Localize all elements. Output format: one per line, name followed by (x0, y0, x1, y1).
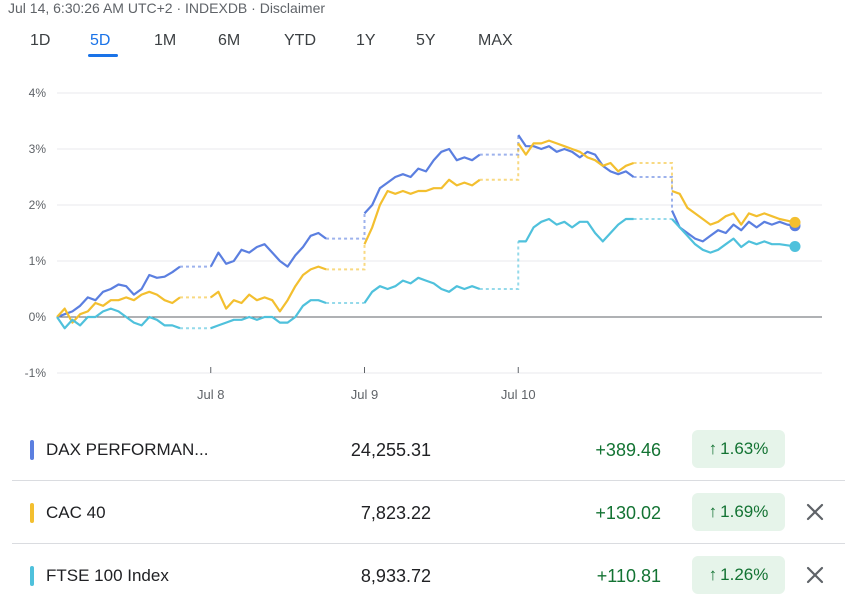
index-row[interactable]: CAC 40 7,823.22 +130.02 ↑ 1.69% (12, 481, 845, 544)
series-0-gap (479, 135, 520, 156)
arrow-up-icon: ↑ (708, 502, 718, 521)
x-tick-label: Jul 10 (501, 387, 536, 402)
index-row[interactable]: DAX PERFORMAN... 24,255.31 +389.46 ↑ 1.63% (12, 418, 845, 481)
tab-1m[interactable]: 1M (154, 32, 177, 49)
y-tick-label: 4% (29, 86, 47, 100)
series-0-gap (326, 213, 366, 240)
percent-change-badge: ↑ 1.63% (692, 430, 785, 468)
index-name: DAX PERFORMAN... (46, 440, 209, 459)
index-name: CAC 40 (46, 503, 106, 522)
series-2-line (210, 299, 327, 330)
series-1-gap (326, 244, 366, 271)
series-2-line (363, 276, 481, 304)
x-tick-label: Jul 9 (351, 387, 378, 402)
series-1-line (517, 139, 634, 173)
series-0-line (671, 210, 796, 243)
tab-5y[interactable]: 5Y (416, 32, 436, 49)
y-tick-label: 0% (29, 310, 47, 324)
index-price: 7,823.22 (360, 503, 431, 523)
index-change: +130.02 (595, 503, 661, 523)
series-2-gap (479, 241, 520, 290)
series-0-line (517, 134, 635, 178)
close-icon[interactable] (802, 499, 828, 525)
tab-5d[interactable]: 5D (90, 32, 111, 49)
series-1-line (363, 178, 481, 245)
y-tick-label: 2% (29, 198, 47, 212)
series-color-swatch (30, 566, 34, 586)
series-1-end-dot (789, 216, 801, 228)
close-icon[interactable] (802, 562, 828, 588)
series-0-line (56, 265, 181, 319)
index-change: +110.81 (596, 566, 661, 586)
series-2-end-dot (789, 240, 801, 252)
tab-1y[interactable]: 1Y (356, 32, 376, 49)
percent-change-badge: ↑ 1.26% (692, 556, 785, 594)
line-chart: 4% 3% 2% 1% 0% -1% Jul 8 Jul 9 Jul 10 (25, 86, 822, 402)
percent-value: 1.63% (720, 439, 769, 458)
index-price: 24,255.31 (350, 440, 431, 460)
index-change: +389.46 (595, 440, 661, 460)
series-1-line (210, 265, 327, 313)
series-color-swatch (30, 503, 34, 523)
percent-change-badge: ↑ 1.69% (692, 493, 785, 531)
series-1-gap (479, 143, 520, 181)
series-1-gap (633, 162, 673, 191)
tab-1d[interactable]: 1D (30, 32, 51, 49)
y-tick-label: 1% (29, 254, 47, 268)
series-1-line (671, 189, 796, 226)
x-tick-label: Jul 8 (197, 387, 224, 402)
header-info: Jul 14, 6:30:26 AM UTC+2 · INDEXDB · Dis… (8, 0, 326, 16)
arrow-up-icon: ↑ (708, 439, 718, 458)
series-1-line (56, 290, 181, 324)
index-row[interactable]: FTSE 100 Index 8,933.72 +110.81 ↑ 1.26% (12, 544, 845, 606)
arrow-up-icon: ↑ (708, 565, 718, 584)
series-0-gap (633, 176, 673, 211)
series-2-line (56, 307, 181, 330)
tab-6m[interactable]: 6M (218, 32, 241, 49)
index-price: 8,933.72 (360, 566, 431, 586)
active-tab-underline (88, 54, 118, 57)
series-2-line (518, 217, 634, 243)
index-list: DAX PERFORMAN... 24,255.31 +389.46 ↑ 1.63% CA… (12, 418, 845, 606)
range-tabs: 1D 5D 1M 6M YTD 1Y 5Y MAX (0, 30, 849, 60)
y-tick-label: -1% (25, 366, 47, 380)
series-2-line (671, 218, 796, 254)
index-name: FTSE 100 Index (46, 566, 169, 585)
series-0-line (209, 231, 327, 268)
percent-value: 1.26% (720, 565, 769, 584)
y-tick-label: 3% (29, 142, 47, 156)
series-0-line (363, 147, 481, 215)
tab-ytd[interactable]: YTD (284, 32, 316, 49)
tab-max[interactable]: MAX (478, 32, 513, 49)
percent-value: 1.69% (720, 502, 769, 521)
series-color-swatch (30, 440, 34, 460)
